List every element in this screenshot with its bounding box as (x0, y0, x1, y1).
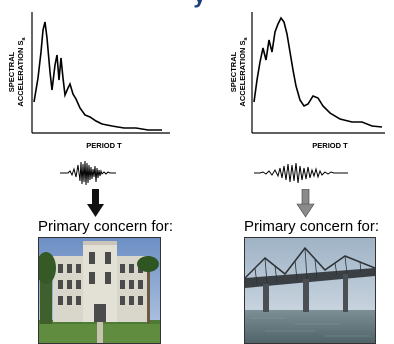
right-down-arrow (296, 189, 315, 218)
slide-title-fragment: y (120, 0, 280, 7)
left-concern-label: Primary concern for: (38, 218, 174, 235)
svg-text:ACCELERATION Sa: ACCELERATION Sa (238, 36, 249, 106)
left-y-axis-label: SPECTRAL ACCELERATION Sa (7, 36, 27, 106)
left-y-label-line1: SPECTRAL (7, 51, 16, 92)
right-y-axis-label: SPECTRAL ACCELERATION Sa (229, 36, 249, 106)
left-x-axis-label: PERIOD T (86, 141, 122, 150)
left-down-arrow (87, 189, 104, 217)
right-x-axis-label: PERIOD T (312, 141, 348, 150)
left-ground-motion-trace (60, 160, 116, 186)
right-spectrum-chart: SPECTRAL ACCELERATION Sa PERIOD T (229, 12, 385, 150)
right-y-label-line1: SPECTRAL (229, 51, 238, 92)
right-concern-label: Primary concern for: (244, 218, 380, 235)
right-y-label-sub: a (243, 36, 249, 40)
right-spectrum-curve (253, 16, 383, 128)
bridge-photo (244, 237, 376, 344)
left-y-label-sub: a (21, 36, 27, 40)
left-spectrum-curve (33, 21, 162, 131)
right-ground-motion-trace (254, 162, 348, 184)
svg-text:ACCELERATION Sa: ACCELERATION Sa (16, 36, 27, 106)
left-spectrum-chart: SPECTRAL ACCELERATION Sa PERIOD T (7, 12, 170, 150)
right-y-label-line2: ACCELERATION S (238, 40, 247, 106)
left-y-label-line2: ACCELERATION S (16, 40, 25, 106)
building-photo (38, 237, 161, 344)
